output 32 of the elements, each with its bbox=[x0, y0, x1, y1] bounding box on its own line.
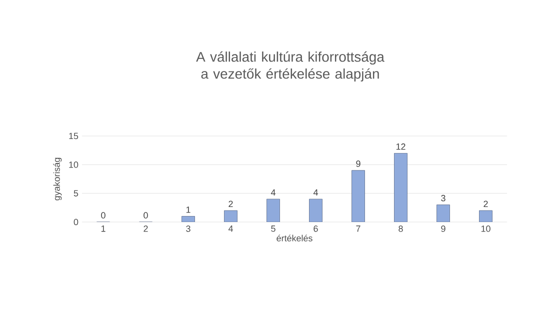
data-label: 2 bbox=[484, 200, 488, 208]
data-label: 0 bbox=[144, 212, 148, 218]
data-label: 9 bbox=[356, 160, 360, 167]
y-tick-label: 0 bbox=[74, 218, 78, 226]
bar bbox=[266, 198, 280, 222]
data-label: 4 bbox=[313, 189, 318, 196]
bar bbox=[309, 198, 322, 222]
x-tick-label: 8 bbox=[398, 226, 403, 232]
data-label: 3 bbox=[441, 194, 446, 202]
x-tick-label: 5 bbox=[271, 226, 276, 232]
y-tick-label: 5 bbox=[74, 190, 78, 196]
x-tick-label: 1 bbox=[101, 226, 106, 232]
data-label: 12 bbox=[396, 143, 406, 150]
data-label: 4 bbox=[270, 189, 276, 196]
bar bbox=[394, 153, 408, 222]
x-axis-title: értékelés bbox=[276, 234, 312, 242]
x-tick-label: 7 bbox=[356, 226, 360, 232]
y-tick-label: 15 bbox=[69, 132, 78, 140]
x-tick-label: 9 bbox=[441, 226, 446, 232]
data-label: 0 bbox=[101, 212, 106, 218]
y-axis-title: gyakoriság bbox=[53, 158, 62, 200]
x-tick-label: 3 bbox=[186, 226, 190, 232]
bar bbox=[352, 170, 365, 222]
data-label: 2 bbox=[228, 200, 233, 208]
bar bbox=[436, 204, 450, 222]
x-tick-label: 4 bbox=[228, 226, 233, 232]
chart-title: A vállalati kultúra kiforrottsága a vezetők értékelése alapján bbox=[196, 51, 384, 82]
y-tick-label: 10 bbox=[69, 161, 78, 168]
x-tick-label: 6 bbox=[314, 226, 318, 232]
data-label: 1 bbox=[186, 206, 190, 213]
x-tick-label: 2 bbox=[144, 226, 148, 232]
x-tick-label: 10 bbox=[481, 226, 490, 232]
